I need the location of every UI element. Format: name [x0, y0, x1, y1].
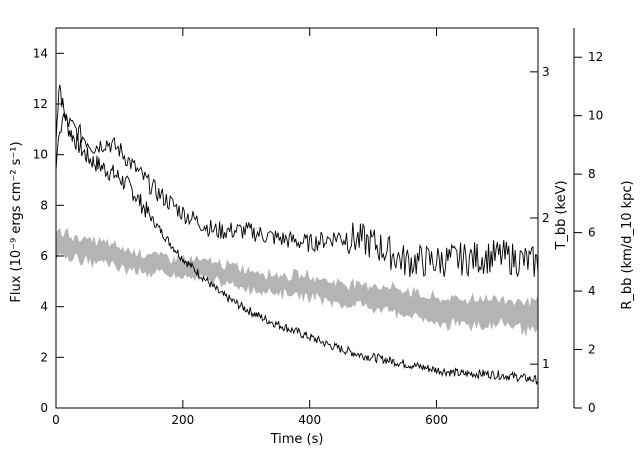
band-layer	[55, 227, 538, 336]
x-tick-label: 600	[425, 413, 448, 427]
flux-tick-label: 2	[40, 350, 48, 364]
radius-tick-label: 2	[588, 343, 596, 357]
radius-tick-label: 12	[588, 50, 603, 64]
flux-tick-label: 10	[33, 148, 48, 162]
y-axis-label-radius: R_bb (km/d_10 kpc)	[620, 180, 635, 309]
plot-frame	[55, 27, 539, 409]
radius-tick-label: 4	[588, 284, 596, 298]
radius-tick-label: 6	[588, 226, 596, 240]
y-axis-label-temperature: T_bb (keV)	[554, 180, 569, 250]
flux-tick-label: 6	[40, 249, 48, 263]
radius-tick-label: 10	[588, 109, 603, 123]
temp-tick-label: 2	[542, 211, 550, 225]
flux-tick-label: 0	[40, 401, 48, 415]
axes-layer	[55, 27, 575, 409]
y-axis-label-flux: Flux (10⁻⁹ ergs cm⁻² s⁻¹)	[9, 141, 24, 302]
x-tick-label: 400	[298, 413, 321, 427]
flux-tick-label: 4	[40, 300, 48, 314]
x-tick-label: 0	[52, 413, 60, 427]
line-layer	[55, 84, 539, 385]
series-3-band	[55, 227, 538, 336]
radius-tick-label: 8	[588, 167, 596, 181]
flux-tick-label: 12	[33, 97, 48, 111]
temp-tick-label: 1	[542, 357, 550, 371]
temp-tick-label: 3	[542, 65, 550, 79]
series-2-line	[55, 112, 539, 278]
series-1-line	[55, 84, 538, 385]
radius-tick-label: 0	[588, 401, 596, 415]
flux-tick-label: 8	[40, 198, 48, 212]
flux-tick-label: 14	[33, 46, 48, 60]
x-tick-label: 200	[171, 413, 194, 427]
x-axis-label: Time (s)	[270, 432, 324, 447]
